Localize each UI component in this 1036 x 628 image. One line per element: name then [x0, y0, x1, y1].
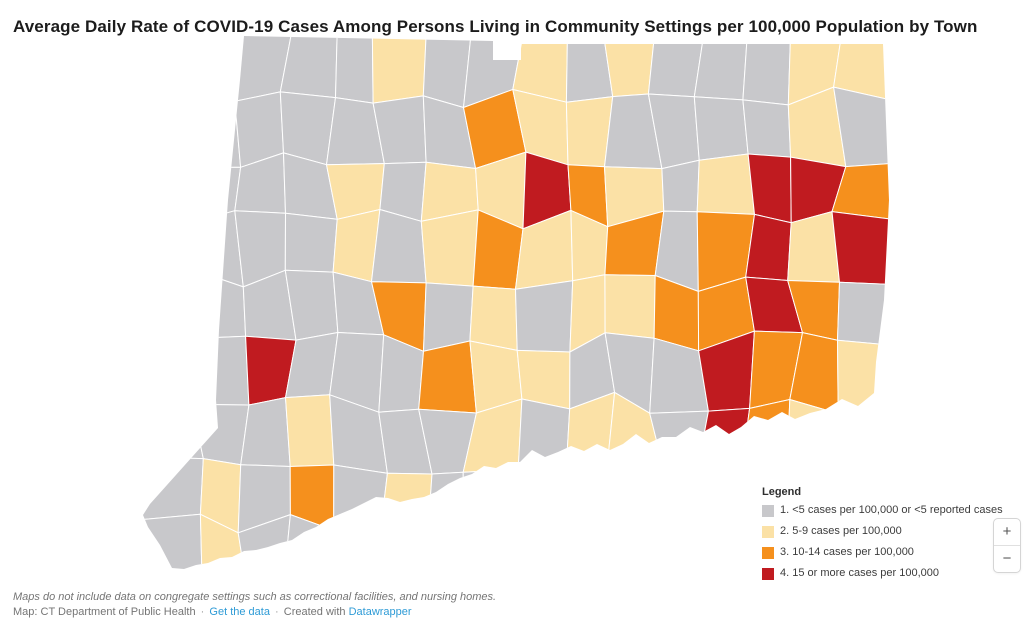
legend-swatch-cream	[762, 525, 774, 538]
town-cell[interactable]	[512, 20, 569, 103]
legend-swatch-gray	[762, 504, 774, 517]
datawrapper-link[interactable]: Datawrapper	[348, 606, 412, 618]
town-cell[interactable]	[556, 524, 620, 600]
town-cell[interactable]	[194, 20, 236, 106]
legend-item-label: 1. <5 cases per 100,000 or <5 reported c…	[780, 504, 1003, 516]
attribution-created-with: Created with	[283, 606, 346, 618]
town-cell[interactable]	[420, 209, 479, 287]
legend-swatch-red	[762, 567, 774, 580]
town-cell[interactable]	[837, 392, 905, 460]
town-cell[interactable]	[130, 338, 193, 409]
town-cell[interactable]	[660, 457, 698, 520]
town-cell[interactable]	[199, 513, 250, 600]
town-cell[interactable]	[517, 398, 571, 470]
legend-title: Legend	[762, 486, 802, 498]
town-cell[interactable]	[606, 457, 663, 526]
town-cell[interactable]	[523, 525, 559, 600]
town-cell[interactable]	[833, 86, 905, 168]
town-cell[interactable]	[130, 513, 204, 600]
town-cell[interactable]	[417, 528, 471, 600]
town-cell[interactable]	[284, 212, 338, 273]
town-cell[interactable]	[418, 340, 477, 414]
town-cell[interactable]	[469, 285, 518, 351]
legend-item-label: 3. 10-14 cases per 100,000	[780, 546, 914, 558]
town-cell[interactable]	[695, 519, 753, 601]
town-cell[interactable]	[462, 469, 525, 536]
town-cell[interactable]	[427, 471, 465, 536]
town-cell[interactable]	[279, 20, 338, 99]
town-cell[interactable]	[786, 399, 839, 472]
legend-item: 4. 15 or more cases per 100,000	[762, 567, 1003, 580]
town-cell[interactable]	[831, 162, 905, 222]
zoom-control-divider	[994, 545, 1020, 546]
attribution-separator: ·	[275, 606, 279, 618]
town-cell[interactable]	[130, 20, 196, 106]
town-cell[interactable]	[423, 282, 474, 352]
town-cell[interactable]	[604, 274, 656, 339]
attribution-line: Map: CT Department of Public Health · Ge…	[13, 606, 412, 618]
town-cell[interactable]	[130, 148, 202, 221]
town-cell[interactable]	[333, 529, 381, 600]
town-cell[interactable]	[130, 403, 204, 460]
legend: Legend 1. <5 cases per 100,000 or <5 rep…	[762, 486, 1003, 588]
attribution-separator: ·	[200, 606, 205, 618]
town-cell[interactable]	[693, 20, 749, 101]
town-cell[interactable]	[130, 103, 196, 168]
map-footnote: Maps do not include data on congregate s…	[13, 591, 497, 603]
town-cell[interactable]	[517, 466, 567, 536]
legend-item: 1. <5 cases per 100,000 or <5 reported c…	[762, 504, 1003, 517]
town-cell[interactable]	[695, 462, 743, 524]
town-cell[interactable]	[194, 100, 242, 168]
town-cell[interactable]	[742, 20, 792, 106]
map-zoom-control: + −	[993, 518, 1021, 573]
town-cell[interactable]	[515, 280, 574, 353]
town-cell[interactable]	[741, 399, 791, 472]
town-cell[interactable]	[375, 528, 429, 600]
attribution-source: Map: CT Department of Public Health	[13, 606, 196, 618]
town-cell[interactable]	[661, 159, 700, 213]
town-cell[interactable]	[379, 472, 433, 536]
town-cell[interactable]	[557, 463, 620, 536]
get-the-data-link[interactable]: Get the data	[209, 606, 270, 618]
town-cell[interactable]	[189, 335, 250, 406]
town-cell[interactable]	[831, 211, 905, 286]
town-cell[interactable]	[371, 20, 428, 104]
town-cell[interactable]	[837, 281, 906, 347]
town-cell[interactable]	[240, 397, 291, 467]
town-cell[interactable]	[649, 410, 709, 474]
legend-item-label: 2. 5-9 cases per 100,000	[780, 525, 902, 537]
town-cell[interactable]	[130, 272, 204, 346]
town-cell[interactable]	[747, 153, 792, 224]
zoom-in-button[interactable]: +	[994, 519, 1020, 545]
town-cell[interactable]	[693, 96, 749, 161]
town-cell[interactable]	[696, 153, 755, 215]
town-cell[interactable]	[607, 514, 663, 600]
page-title: Average Daily Rate of COVID-19 Cases Amo…	[13, 17, 978, 37]
town-cell[interactable]	[837, 339, 906, 415]
legend-swatch-orange	[762, 546, 774, 559]
town-cell[interactable]	[130, 456, 204, 522]
legend-item-label: 4. 15 or more cases per 100,000	[780, 567, 939, 579]
town-cell[interactable]	[463, 525, 527, 600]
town-cell[interactable]	[335, 20, 374, 104]
town-cell[interactable]	[651, 514, 711, 600]
town-cell[interactable]	[285, 394, 335, 467]
town-cell[interactable]	[565, 20, 614, 103]
town-cell[interactable]	[371, 209, 427, 284]
town-cell[interactable]	[130, 215, 204, 287]
town-cell[interactable]	[281, 514, 340, 600]
zoom-out-button[interactable]: −	[994, 546, 1020, 572]
town-cell[interactable]	[742, 99, 792, 158]
legend-item: 2. 5-9 cases per 100,000	[762, 525, 1003, 538]
legend-item: 3. 10-14 cases per 100,000	[762, 546, 1003, 559]
town-cell[interactable]	[787, 211, 840, 283]
town-cell[interactable]	[333, 464, 388, 536]
